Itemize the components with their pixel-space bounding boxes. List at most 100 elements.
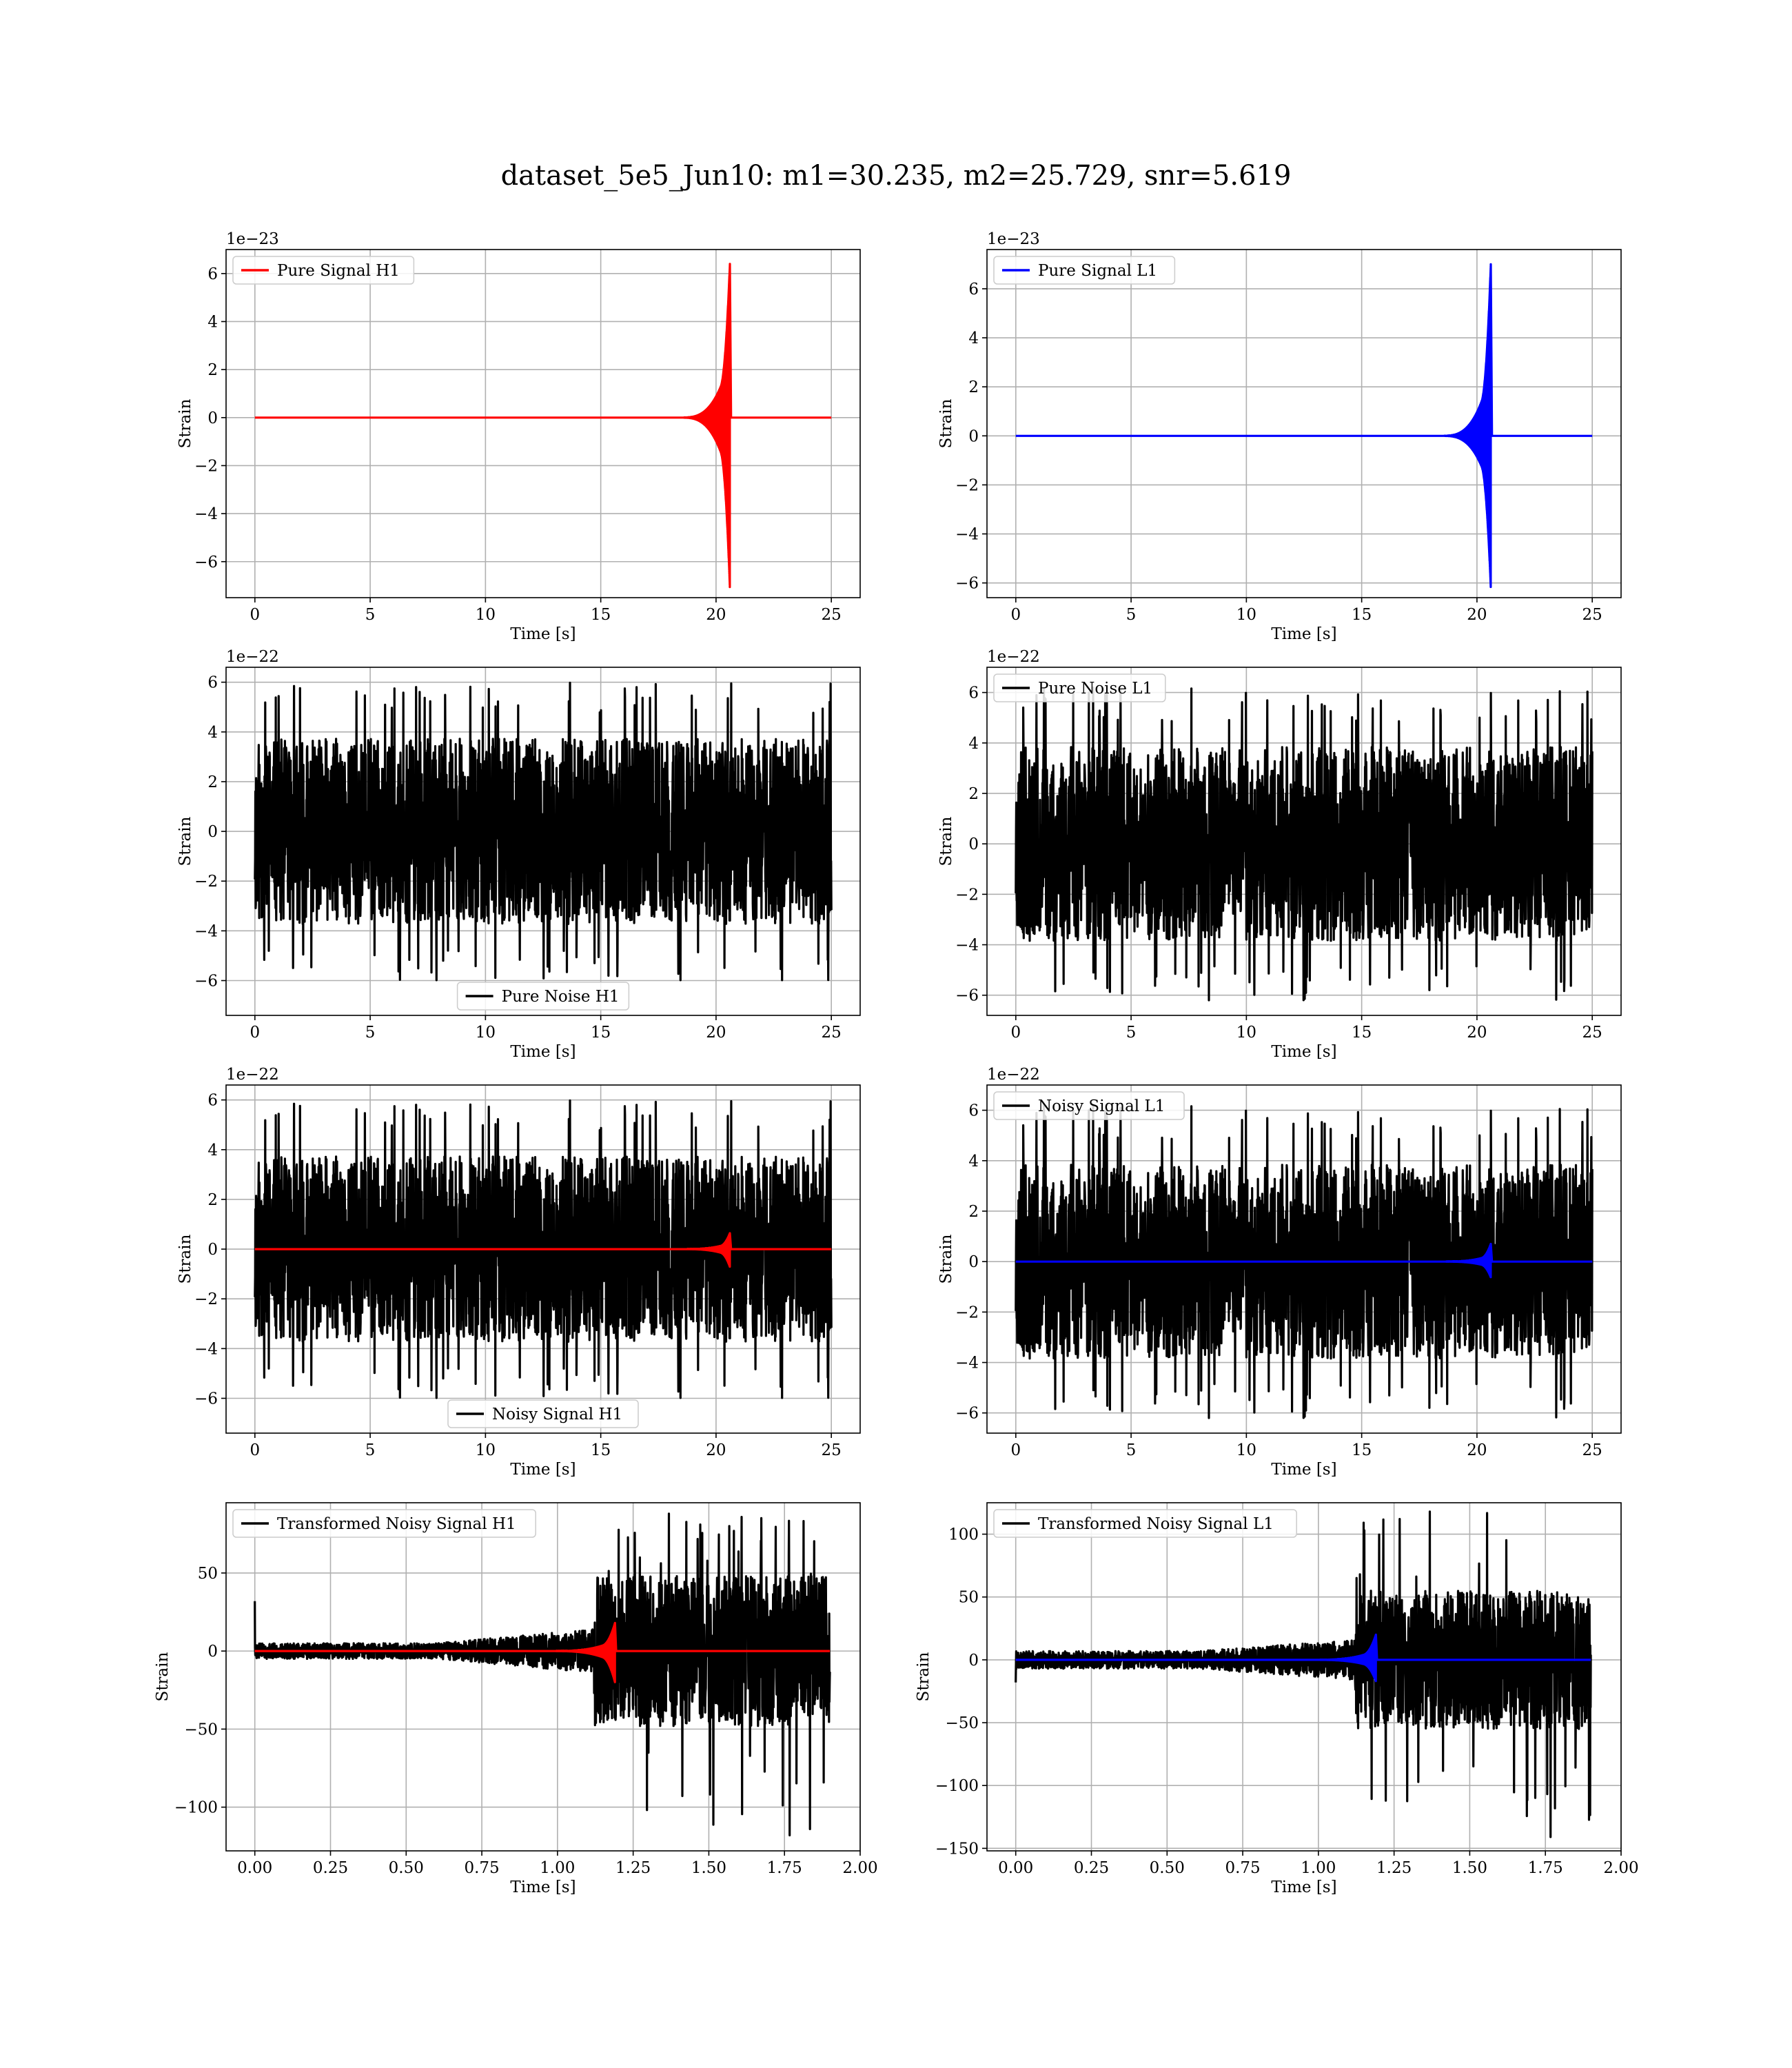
legend-label: Pure Signal L1	[1038, 262, 1157, 280]
x-tick-label: 20	[1467, 606, 1487, 624]
y-axis-label: Strain	[915, 1652, 933, 1701]
axis-offset-text: 1e−22	[226, 648, 279, 666]
x-tick-label: 10	[1236, 606, 1256, 624]
axis-offset-text: 1e−23	[226, 230, 279, 248]
plot-area	[987, 250, 1621, 598]
y-tick-label: 0	[207, 409, 218, 427]
y-tick-label: 0	[968, 1253, 979, 1271]
x-tick-label: 10	[476, 1441, 496, 1459]
x-tick-label: 0.25	[313, 1859, 348, 1877]
y-tick-label: −4	[955, 526, 979, 544]
x-tick-label: 0	[1010, 1441, 1021, 1459]
x-tick-label: 20	[1467, 1024, 1487, 1042]
x-tick-label: 1.75	[1528, 1859, 1563, 1877]
y-axis-label: Strain	[154, 1652, 172, 1701]
x-tick-label: 1.00	[1301, 1859, 1336, 1877]
x-tick-label: 15	[591, 1024, 611, 1042]
axes-frame	[225, 249, 861, 598]
x-tick-label: 15	[591, 606, 611, 624]
x-tick-label: 25	[1582, 1024, 1602, 1042]
x-axis-label: Time [s]	[1271, 1043, 1336, 1061]
x-tick-label: 2.00	[1603, 1859, 1638, 1877]
y-tick-label: −4	[194, 505, 218, 523]
x-tick-label: 0.75	[1225, 1859, 1260, 1877]
x-tick-label: 1.00	[540, 1859, 575, 1877]
legend-label: Transformed Noisy Signal L1	[1038, 1515, 1274, 1533]
legend: Transformed Noisy Signal L1	[993, 1509, 1297, 1538]
axes-frame	[986, 667, 1622, 1016]
x-tick-label: 10	[476, 1024, 496, 1042]
series-group	[1015, 1104, 1594, 1419]
legend-box	[993, 1509, 1297, 1538]
charts-grid: 0 5 10 15 20 25 −6 −4 −2 0 2 4 6 Time [s] Strain 1e−23 P…	[154, 230, 1639, 1896]
legend-label: Pure Signal H1	[277, 262, 400, 280]
x-tick-label: 20	[706, 606, 726, 624]
chart-transformed-noisy-signal-l1: 0.00 0.25 0.50 0.75 1.00 1.25 1.50 1.75 2.00 −150…	[915, 1502, 1639, 1896]
y-tick-label: −50	[945, 1714, 979, 1732]
axes-frame	[986, 1502, 1622, 1852]
axis-offset-text: 1e−22	[987, 648, 1040, 666]
y-tick-label: 4	[207, 313, 218, 331]
x-tick-label: 25	[1582, 606, 1602, 624]
axis-offset-text: 1e−23	[987, 230, 1040, 248]
chart-noisy-signal-l1: 0 5 10 15 20 25 −6 −4 −2 0 2 4 6 Time [s] Strain 1e−22 N…	[937, 1066, 1622, 1479]
axis-offset-text: 1e−22	[226, 1066, 279, 1084]
axes-frame	[225, 1084, 861, 1434]
x-tick-label: 20	[706, 1024, 726, 1042]
legend: Pure Signal L1	[993, 256, 1176, 285]
y-tick-label: −4	[194, 922, 218, 940]
chart-pure-noise-h1: 0 5 10 15 20 25 −6 −4 −2 0 2 4 6 Time [s] Strain 1e−22 P…	[176, 648, 861, 1061]
series-line-noisy-signal-l1	[1015, 1104, 1594, 1419]
y-tick-label: 4	[968, 330, 979, 347]
x-axis-label: Time [s]	[1271, 1461, 1336, 1479]
y-tick-label: −2	[955, 886, 979, 904]
legend: Pure Signal H1	[232, 256, 415, 285]
chart-transformed-noisy-signal-h1: 0.00 0.25 0.50 0.75 1.00 1.25 1.50 1.75 2.00 −100…	[154, 1502, 878, 1896]
x-tick-label: 5	[1126, 606, 1137, 624]
series-line-pure-signal-l1	[1015, 263, 1593, 589]
y-axis-label: Strain	[937, 1234, 955, 1284]
x-tick-label: 0.50	[1150, 1859, 1185, 1877]
y-tick-label: −2	[955, 1304, 979, 1321]
x-tick-label: 15	[1352, 1024, 1372, 1042]
x-tick-label: 0.00	[237, 1859, 272, 1877]
y-tick-label: 4	[968, 1153, 979, 1170]
series-group	[1015, 1510, 1592, 1838]
y-tick-label: −4	[955, 1355, 979, 1372]
y-tick-label: 6	[968, 685, 979, 702]
legend-box	[456, 982, 630, 1011]
series-line-signal-h1	[254, 1621, 831, 1683]
x-tick-label: 10	[1236, 1024, 1256, 1042]
series-line-signal-h1	[254, 1232, 832, 1268]
y-axis-label: Strain	[937, 816, 955, 866]
x-tick-label: 10	[476, 606, 496, 624]
y-axis-label: Strain	[176, 398, 194, 448]
y-tick-label: 0	[207, 1241, 218, 1259]
y-tick-label: 6	[207, 674, 218, 692]
y-tick-label: 4	[207, 1142, 218, 1159]
legend-label: Pure Noise H1	[502, 988, 620, 1006]
x-axis-label: Time [s]	[510, 1043, 576, 1061]
series-line-pure-signal-h1	[254, 263, 832, 589]
x-axis-label: Time [s]	[510, 625, 576, 643]
series-line-noisy-signal-h1	[254, 1099, 833, 1399]
x-tick-label: 5	[1126, 1441, 1137, 1459]
series-group	[254, 1512, 831, 1836]
y-tick-label: −100	[174, 1799, 218, 1817]
x-tick-label: 0.25	[1074, 1859, 1109, 1877]
y-tick-label: 2	[207, 361, 218, 379]
y-tick-label: 100	[948, 1526, 979, 1544]
series-group	[1015, 686, 1594, 1002]
x-tick-label: 0	[1010, 1024, 1021, 1042]
y-tick-label: −6	[194, 973, 218, 991]
y-tick-label: 0	[968, 1652, 979, 1670]
x-tick-label: 5	[365, 606, 376, 624]
y-axis-label: Strain	[176, 1234, 194, 1284]
legend-box	[232, 256, 415, 285]
x-tick-label: 15	[591, 1441, 611, 1459]
x-tick-label: 1.25	[615, 1859, 651, 1877]
axes-frame	[986, 1084, 1622, 1434]
series-group	[254, 681, 833, 982]
y-tick-label: −6	[194, 554, 218, 571]
